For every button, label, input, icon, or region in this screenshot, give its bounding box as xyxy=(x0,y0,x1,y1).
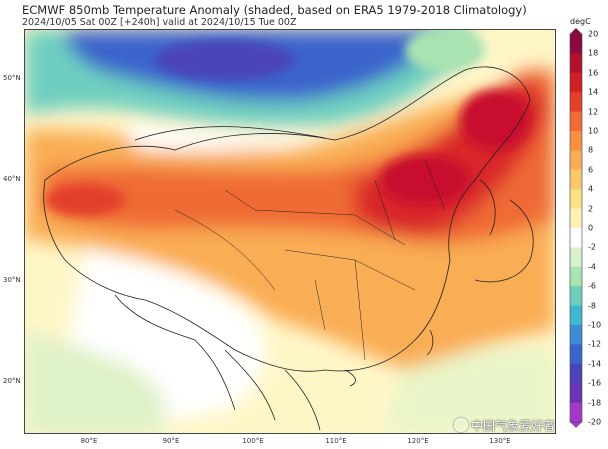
colorbar-tick-label: 4 xyxy=(588,184,594,194)
map-title: ECMWF 850mb Temperature Anomaly (shaded,… xyxy=(22,3,527,17)
lon-label: 110°E xyxy=(325,437,347,445)
colorbar-tick-label: 14 xyxy=(588,87,599,97)
colorbar-segment xyxy=(570,266,582,287)
lat-label: 40°N xyxy=(3,175,21,183)
colorbar-segment xyxy=(570,92,582,113)
colorbar-segment xyxy=(570,72,582,93)
field-sea-green xyxy=(385,348,555,433)
field-white-band xyxy=(125,125,325,152)
colorbar-unit: degC xyxy=(570,17,591,26)
lon-label: 80°E xyxy=(80,437,98,445)
china-outline xyxy=(43,66,531,372)
colorbar-tick-label: 8 xyxy=(588,145,594,155)
colorbar-segment xyxy=(570,247,582,268)
watermark-logo-icon xyxy=(454,418,468,432)
colorbar xyxy=(569,28,583,428)
map-subtitle: 2024/10/05 Sat 00Z [+240h] valid at 2024… xyxy=(22,17,297,28)
colorbar-tick-label: -20 xyxy=(588,417,602,427)
colorbar-tick-label: -8 xyxy=(588,301,596,311)
colorbar-tick-label: -16 xyxy=(588,378,602,388)
colorbar-segment xyxy=(570,189,582,210)
colorbar-segment xyxy=(570,228,582,248)
colorbar-segment xyxy=(570,111,582,132)
colorbar-segment xyxy=(570,150,582,171)
colorbar-tick-label: -10 xyxy=(588,320,602,330)
colorbar-tick-label: 16 xyxy=(588,68,599,78)
indochina xyxy=(224,349,321,431)
colorbar-segment xyxy=(570,344,582,365)
colorbar-segment xyxy=(570,286,582,307)
lon-label: 90°E xyxy=(162,437,180,445)
province-lines-2 xyxy=(174,159,446,291)
field-green-spot xyxy=(405,30,485,72)
colorbar-segment xyxy=(570,208,582,229)
colorbar-tick-label: -12 xyxy=(588,339,602,349)
watermark: 中国气象爱好者 xyxy=(454,417,555,434)
lat-label: 20°N xyxy=(3,377,21,385)
korea-japan xyxy=(474,179,534,283)
watermark-text: 中国气象爱好者 xyxy=(471,419,556,433)
colorbar-tick-label: -18 xyxy=(588,398,602,408)
colorbar-tick-label: 12 xyxy=(588,107,599,117)
colorbar-extend-top xyxy=(570,28,582,34)
colorbar-segment xyxy=(570,131,582,151)
boundaries xyxy=(43,66,534,431)
field-hot-spot-1 xyxy=(380,155,470,205)
colorbar-segment xyxy=(570,53,582,74)
field-south-green xyxy=(25,330,165,433)
colorbar-segment xyxy=(570,305,582,326)
colorbar-tick-label: -4 xyxy=(588,262,596,272)
colorbar-tick-label: 10 xyxy=(588,126,599,136)
lon-label: 100°E xyxy=(242,437,264,445)
taiwan-hainan xyxy=(344,329,434,387)
colorbar-segment xyxy=(570,169,582,190)
colorbar-tick-label: 6 xyxy=(588,165,594,175)
colorbar-tick-label: -2 xyxy=(588,242,596,252)
lat-label: 50°N xyxy=(3,74,21,82)
mongolia-border xyxy=(134,126,326,141)
colorbar-extend-bottom xyxy=(570,422,582,428)
colorbar-tick-label: -14 xyxy=(588,359,602,369)
province-lines-1 xyxy=(254,209,416,361)
colorbar-tick-label: 20 xyxy=(588,29,599,39)
field-hot-spot-3 xyxy=(45,184,125,216)
lat-label: 30°N xyxy=(3,276,21,284)
colorbar-segment xyxy=(570,34,582,54)
colorbar-tick-label: 0 xyxy=(588,223,594,233)
lon-label: 130°E xyxy=(489,437,511,445)
anomaly-map xyxy=(24,29,556,434)
colorbar-tick-label: 2 xyxy=(588,204,594,214)
field-hot-spot-2 xyxy=(460,90,530,150)
anomaly-field xyxy=(25,30,555,433)
colorbar-outline xyxy=(569,33,583,423)
india-border xyxy=(114,294,236,411)
colorbar-segment xyxy=(570,325,582,345)
colorbar-tick-label: 18 xyxy=(588,48,599,58)
colorbar-segment xyxy=(570,363,582,384)
field-cold-spot xyxy=(155,40,295,80)
colorbar-segment xyxy=(570,402,582,423)
colorbar-tick-label: -6 xyxy=(588,281,596,291)
colorbar-segment xyxy=(570,383,582,404)
lon-label: 120°E xyxy=(407,437,429,445)
